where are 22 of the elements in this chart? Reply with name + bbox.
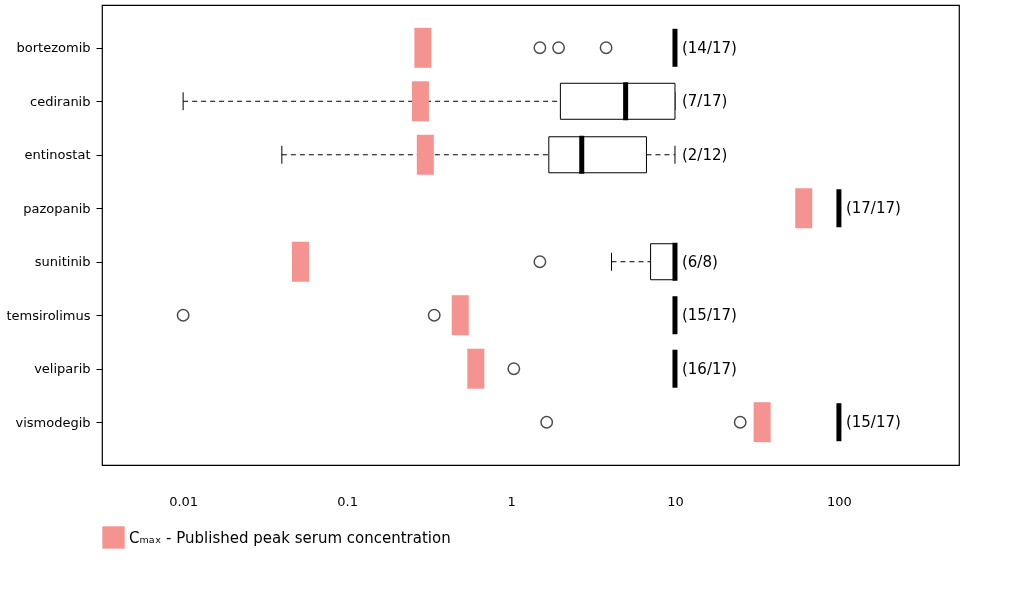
y-tick-label: veliparib [34,361,91,377]
x-tick-label: 1 [507,493,516,509]
annotation: (15/17) [845,413,901,432]
y-tick-label: bortezomib [16,40,91,56]
y-tick-label: sunitinib [34,254,91,270]
annotation: (15/17) [681,306,737,325]
x-tick-label: 0.01 [169,493,199,509]
annotation: (2/12) [681,145,728,164]
annotation: (7/17) [681,92,728,111]
x-tick-label: 0.1 [337,493,358,509]
x-tick-label: 10 [667,493,684,509]
x-tick-label: 100 [827,493,852,509]
annotation: (6/8) [681,252,718,271]
y-tick-label: vismodegib [15,414,91,430]
y-tick-label: entinostat [24,147,91,163]
annotation: (14/17) [681,38,737,57]
y-tick-label: temsirolimus [6,307,91,323]
legend-label: Cₘₐₓ - Published peak serum concentration [129,528,451,547]
annotation: (17/17) [845,199,901,218]
annotation: (16/17) [681,359,737,378]
y-tick-label: pazopanib [23,200,91,216]
y-tick-label: cediranib [30,93,91,109]
